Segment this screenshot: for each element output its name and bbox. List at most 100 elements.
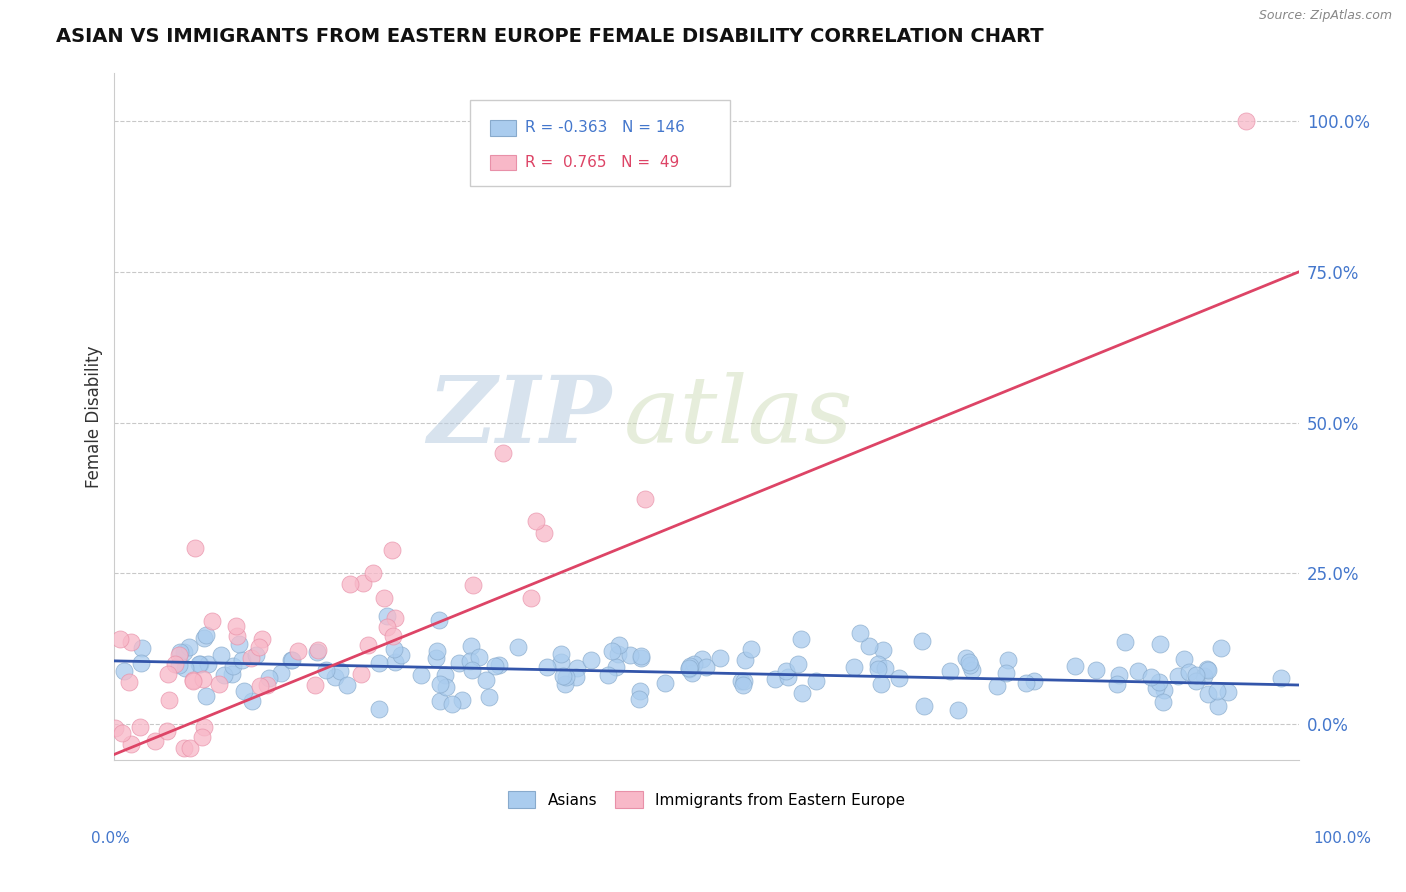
- Point: [679, 659, 702, 673]
- Point: [460, 640, 482, 654]
- Point: [375, 620, 398, 634]
- Point: [627, 691, 650, 706]
- Point: [1195, 662, 1218, 676]
- Point: [167, 658, 190, 673]
- Point: [536, 660, 558, 674]
- Point: [844, 660, 866, 674]
- Point: [579, 653, 602, 667]
- Point: [257, 672, 280, 686]
- Point: [280, 653, 302, 667]
- Point: [389, 648, 412, 662]
- Point: [519, 591, 541, 605]
- Point: [1153, 682, 1175, 697]
- Point: [118, 675, 141, 690]
- Point: [131, 640, 153, 655]
- Point: [384, 655, 406, 669]
- Point: [427, 613, 450, 627]
- Point: [1173, 651, 1195, 665]
- Point: [212, 668, 235, 682]
- Point: [329, 664, 352, 678]
- Point: [550, 647, 572, 661]
- Point: [488, 658, 510, 673]
- Point: [159, 693, 181, 707]
- Point: [411, 668, 433, 682]
- Point: [619, 648, 641, 662]
- Point: [1064, 659, 1087, 673]
- Point: [555, 670, 578, 684]
- Point: [193, 721, 215, 735]
- Point: [912, 698, 935, 713]
- Point: [197, 657, 219, 672]
- Point: [731, 678, 754, 692]
- Point: [681, 666, 703, 681]
- Point: [193, 631, 215, 645]
- Point: [156, 667, 179, 681]
- Point: [695, 660, 717, 674]
- Point: [1185, 667, 1208, 681]
- Text: R =  0.765   N =  49: R = 0.765 N = 49: [526, 155, 679, 169]
- Point: [740, 641, 762, 656]
- Point: [441, 698, 464, 712]
- Point: [551, 669, 574, 683]
- Point: [315, 664, 337, 678]
- Point: [682, 657, 704, 671]
- Point: [451, 693, 474, 707]
- Point: [193, 672, 215, 686]
- Point: [382, 641, 405, 656]
- Point: [567, 661, 589, 675]
- Point: [179, 741, 201, 756]
- Point: [607, 647, 630, 661]
- Point: [458, 654, 481, 668]
- Point: [690, 652, 713, 666]
- Point: [526, 514, 548, 528]
- Point: [955, 650, 977, 665]
- Point: [350, 667, 373, 681]
- Point: [1114, 635, 1136, 649]
- Point: [352, 575, 374, 590]
- Point: [167, 648, 190, 662]
- Point: [307, 644, 329, 658]
- Point: [630, 651, 652, 665]
- Point: [367, 701, 389, 715]
- Point: [492, 446, 515, 460]
- Point: [467, 650, 489, 665]
- Point: [786, 657, 808, 671]
- Point: [1192, 669, 1215, 683]
- Point: [872, 643, 894, 657]
- Point: [1022, 673, 1045, 688]
- Point: [946, 703, 969, 717]
- Point: [169, 645, 191, 659]
- Point: [375, 608, 398, 623]
- Point: [208, 677, 231, 691]
- Point: [478, 690, 501, 704]
- Point: [222, 659, 245, 673]
- Point: [564, 670, 586, 684]
- Point: [368, 656, 391, 670]
- Point: [120, 634, 142, 648]
- Point: [307, 643, 329, 657]
- Point: [221, 666, 243, 681]
- Bar: [489, 155, 516, 169]
- Point: [1206, 698, 1229, 713]
- Point: [111, 726, 134, 740]
- Point: [225, 629, 247, 643]
- Point: [425, 650, 447, 665]
- Point: [174, 661, 197, 675]
- Point: [112, 665, 135, 679]
- Point: [806, 673, 828, 688]
- Point: [461, 664, 484, 678]
- Point: [426, 644, 449, 658]
- Text: ASIAN VS IMMIGRANTS FROM EASTERN EUROPE FEMALE DISABILITY CORRELATION CHART: ASIAN VS IMMIGRANTS FROM EASTERN EUROPE …: [56, 27, 1043, 45]
- Point: [1166, 669, 1188, 683]
- Point: [304, 678, 326, 692]
- Point: [1107, 677, 1129, 691]
- Point: [361, 566, 384, 580]
- Point: [873, 661, 896, 675]
- Point: [429, 677, 451, 691]
- Point: [188, 657, 211, 671]
- Point: [183, 673, 205, 687]
- Point: [1015, 676, 1038, 690]
- Point: [730, 674, 752, 689]
- Point: [256, 678, 278, 692]
- Point: [1084, 664, 1107, 678]
